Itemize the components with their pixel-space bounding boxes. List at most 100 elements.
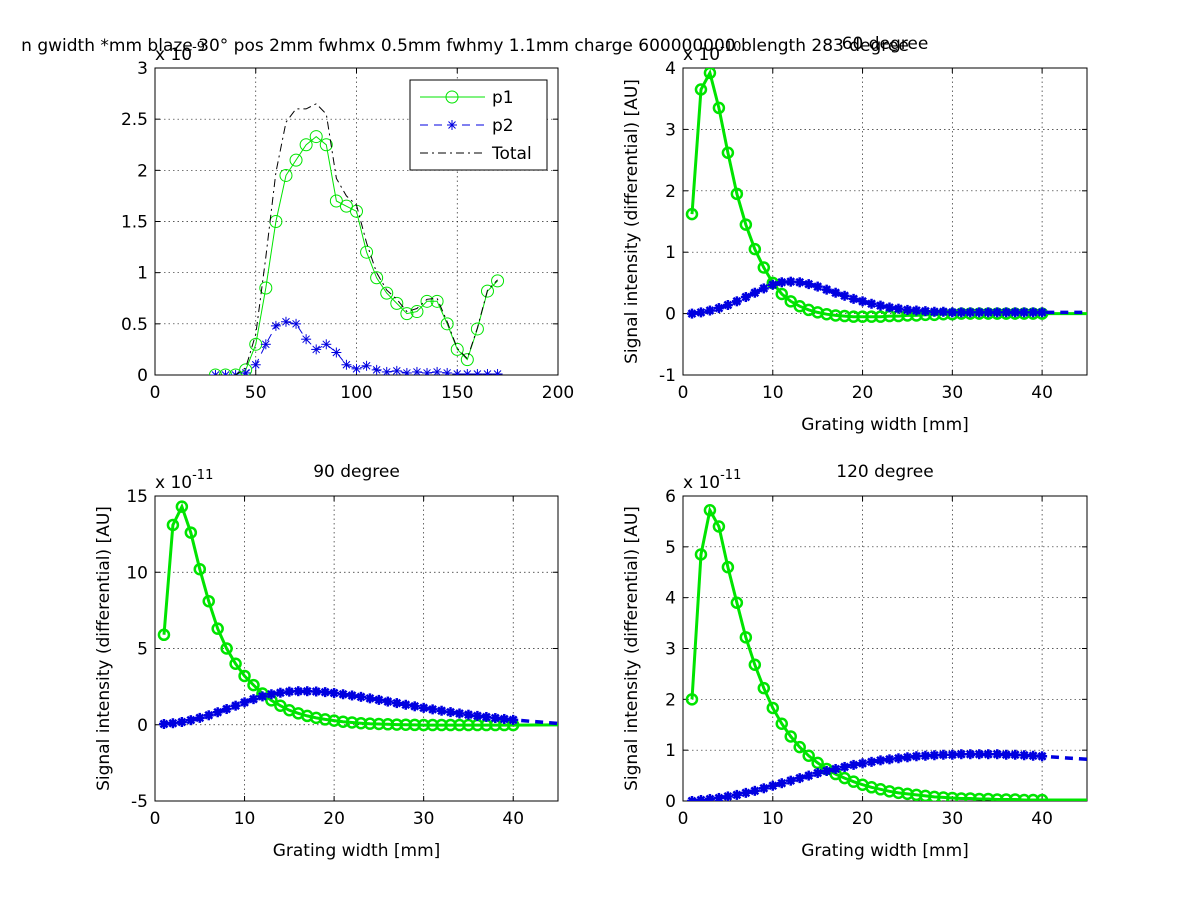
p2-marker [364, 693, 375, 704]
p2-marker [830, 287, 841, 298]
y-tick-label: 0.5 [121, 315, 148, 335]
y-tick-label: 2 [137, 161, 148, 181]
x-tick-label: 10 [762, 809, 784, 829]
p2-marker [1028, 750, 1039, 761]
x-tick-label: 40 [502, 809, 524, 829]
p2-marker [381, 366, 392, 375]
p2-marker [1028, 307, 1039, 318]
y-tick-label: 5 [665, 538, 676, 558]
y-tick-label: 3 [665, 640, 676, 660]
p2-marker [956, 307, 967, 318]
p2-marker [391, 365, 402, 375]
p2-marker [210, 370, 221, 375]
p2-marker [848, 759, 859, 770]
p2-marker [821, 284, 832, 295]
legend-marker-p1 [445, 90, 459, 104]
p2-marker [722, 300, 733, 311]
p2-marker [992, 749, 1003, 760]
p2-marker [893, 753, 904, 764]
p1-marker [202, 594, 215, 608]
p2-marker [776, 277, 787, 288]
p2-marker [983, 307, 994, 318]
p2-marker [929, 306, 940, 317]
x-tick-label: 20 [852, 809, 874, 829]
p2-marker [974, 749, 985, 760]
x-tick-label: 0 [678, 809, 689, 829]
p2-marker [920, 750, 931, 761]
p2-marker [713, 792, 724, 801]
p1-marker [793, 740, 806, 754]
p2-marker [291, 318, 302, 329]
plot-area [208, 103, 505, 375]
p2-marker [884, 754, 895, 765]
p2-marker [866, 298, 877, 309]
p1-marker [694, 83, 708, 96]
p1-marker [259, 281, 273, 295]
p2-marker [436, 705, 447, 716]
p1-marker [184, 526, 198, 539]
p2-marker [445, 707, 456, 718]
p1-marker [775, 287, 789, 301]
p1-marker [220, 642, 233, 655]
p1-marker [390, 296, 404, 310]
p2-marker [875, 755, 886, 766]
legend-marker-p2 [447, 120, 457, 130]
p2-marker [220, 370, 231, 375]
p2-marker [857, 758, 868, 769]
p2-marker [1010, 307, 1021, 318]
p2-marker [472, 710, 483, 721]
p2-marker [266, 689, 277, 700]
x-axis-label: Grating width [mm] [273, 841, 441, 861]
p1-marker [460, 353, 474, 367]
y-exponent-label: x 10-11 [155, 468, 213, 493]
p2-marker [355, 691, 366, 702]
p2-marker [401, 367, 412, 375]
p1-marker [299, 138, 313, 152]
x-tick-label: 30 [413, 809, 435, 829]
p1-marker [289, 153, 303, 167]
plot-area [685, 68, 1087, 323]
y-tick-label: 2 [665, 690, 676, 710]
x-tick-label: 20 [852, 383, 874, 403]
x-tick-label: 0 [678, 383, 689, 403]
y-tick-label: 2 [665, 182, 676, 202]
y-tick-label: 2.5 [121, 110, 148, 130]
p2-marker [938, 306, 949, 317]
plot-area [157, 500, 558, 732]
p2-marker [203, 710, 214, 721]
y-axis-label: Signal intensity (differential) [AU] [622, 506, 642, 791]
y-tick-label: 1 [665, 741, 676, 761]
p2-marker [758, 783, 769, 794]
p2-marker [361, 360, 372, 371]
p2-marker [462, 368, 473, 375]
p1-marker [157, 628, 171, 642]
p2-marker [965, 307, 976, 318]
p2-marker [452, 368, 463, 375]
p1-marker [247, 678, 260, 692]
p1-marker [219, 368, 233, 375]
p1-marker [721, 560, 735, 574]
p2-marker [257, 691, 268, 702]
p2-marker [212, 707, 223, 718]
p2-marker [275, 687, 286, 698]
p2-marker [1037, 751, 1048, 762]
x-tick-label: 0 [150, 383, 161, 403]
p1-marker [480, 284, 494, 298]
y-tick-label: 0 [665, 305, 676, 325]
p2-marker [260, 339, 271, 350]
y-exponent-label: x 10-10 [683, 40, 741, 65]
p2-marker [803, 279, 814, 290]
p2-marker [875, 300, 886, 311]
p2-marker [983, 749, 994, 760]
x-tick-label: 0 [150, 809, 161, 829]
p2-marker [463, 709, 474, 720]
p2-marker [176, 717, 187, 728]
p2-marker [321, 339, 332, 350]
p2-marker [499, 713, 510, 724]
p2-marker [351, 363, 362, 374]
p2-marker [371, 364, 382, 375]
y-tick-label: 3 [137, 59, 148, 79]
p1-marker [685, 693, 699, 706]
x-tick-label: 100 [340, 383, 372, 403]
